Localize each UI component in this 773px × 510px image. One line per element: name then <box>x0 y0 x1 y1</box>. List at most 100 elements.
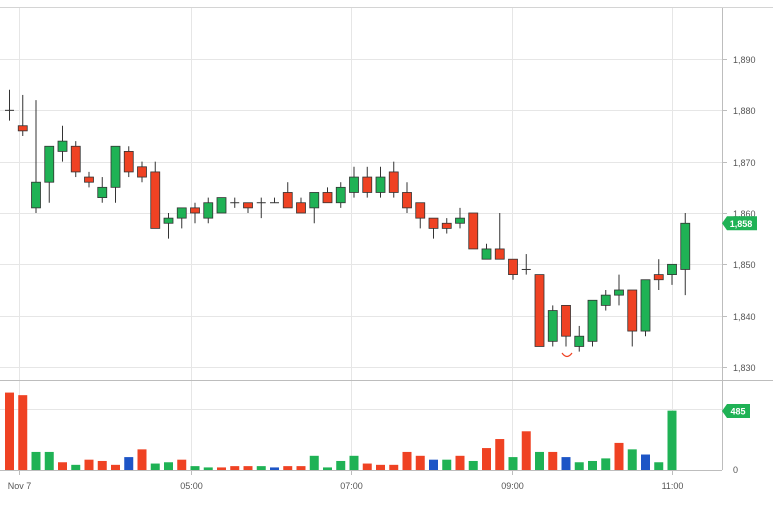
candle-body <box>415 202 426 219</box>
candle-body <box>627 289 638 332</box>
volume-bar <box>84 459 94 470</box>
price-tick-label: 1,830 <box>733 363 756 373</box>
candle-body <box>176 207 187 219</box>
volume-bar <box>614 442 624 470</box>
volume-bar <box>389 464 399 470</box>
volume-bar <box>58 462 67 470</box>
candle <box>640 279 651 337</box>
volume-bar <box>177 459 187 470</box>
candle-body <box>574 335 585 347</box>
volume-bar <box>362 463 372 470</box>
candle-body <box>84 176 94 183</box>
candle-body <box>667 263 677 276</box>
candle <box>547 305 558 347</box>
volume-bar <box>124 457 134 470</box>
candle-body <box>614 289 624 296</box>
volume-bars <box>5 392 677 470</box>
candle-body <box>57 140 68 152</box>
candle-body <box>680 222 691 270</box>
axis-labels: 1,830 1,840 1,850 1,860 1,870 1,880 1,890 Nov 7… <box>8 55 757 491</box>
candle <box>587 299 598 347</box>
volume-bar <box>31 451 41 470</box>
candle-body <box>349 176 359 193</box>
price-tick-label: 1,870 <box>733 158 756 168</box>
volume-bar <box>137 449 147 470</box>
volume-bar <box>203 467 213 470</box>
volume-bar <box>535 451 544 470</box>
volume-bar <box>71 464 81 470</box>
candle <box>110 145 121 203</box>
volume-bar <box>270 467 279 470</box>
volume-bar <box>18 395 28 470</box>
candle <box>44 145 55 203</box>
candle-body <box>388 171 399 193</box>
candle <box>70 141 81 178</box>
candle-body <box>335 186 346 204</box>
candle-body <box>44 145 55 183</box>
volume-bar <box>111 464 120 470</box>
candle <box>296 197 306 214</box>
volume-bar <box>641 454 650 470</box>
candle <box>561 304 571 347</box>
candle <box>163 213 174 239</box>
candle-body <box>508 258 518 276</box>
candle-body <box>600 294 611 306</box>
candle <box>680 213 691 296</box>
candle-body <box>547 310 558 342</box>
candle-body <box>362 176 373 193</box>
candle <box>335 182 346 208</box>
candle <box>375 166 386 198</box>
time-tick-label: 09:00 <box>501 481 524 491</box>
volume-bar <box>601 458 611 470</box>
volume-bar <box>561 457 571 470</box>
candle <box>428 217 439 239</box>
candle-body <box>150 171 161 229</box>
volume-bar <box>5 392 14 470</box>
volume-bar <box>667 410 677 470</box>
price-tick-label: 1,850 <box>733 260 756 270</box>
time-tick-label: 11:00 <box>662 481 684 491</box>
candle <box>667 263 677 285</box>
volume-bar <box>482 448 491 470</box>
candle <box>388 161 399 198</box>
candle <box>653 259 664 290</box>
candle <box>203 197 214 224</box>
volume-bar <box>44 451 54 470</box>
volume-bar <box>309 455 319 470</box>
candle-body <box>296 202 306 214</box>
volume-bar <box>415 455 425 470</box>
candle-body <box>375 176 386 193</box>
volume-bar <box>654 462 664 470</box>
candle <box>441 218 452 234</box>
candle-body <box>97 186 108 198</box>
candle <box>57 125 68 162</box>
candle <box>574 325 585 352</box>
candle <box>415 202 426 229</box>
candle-body <box>640 279 651 332</box>
volume-bar <box>588 460 597 470</box>
volume-bar <box>217 467 226 470</box>
candle <box>150 161 161 229</box>
volume-bar <box>548 451 558 470</box>
candle <box>282 182 293 209</box>
candle <box>455 207 465 229</box>
candle-body <box>441 222 452 229</box>
volume-bar <box>190 466 200 470</box>
candle <box>349 166 359 198</box>
candle-body <box>203 202 214 219</box>
candle-body <box>322 192 333 204</box>
candle <box>256 197 266 219</box>
candle-body <box>653 274 664 281</box>
volume-bar <box>283 466 293 470</box>
candle-body <box>455 217 465 224</box>
volume-bar <box>574 462 584 470</box>
candle-body <box>243 202 253 209</box>
volume-bar <box>323 467 332 470</box>
candle <box>309 192 320 224</box>
volume-bar <box>442 459 452 470</box>
candle <box>362 166 373 198</box>
last-price-label: 1,858 <box>730 219 753 229</box>
candle <box>230 197 240 208</box>
candle <box>521 254 531 275</box>
last-volume-badge <box>722 404 750 418</box>
